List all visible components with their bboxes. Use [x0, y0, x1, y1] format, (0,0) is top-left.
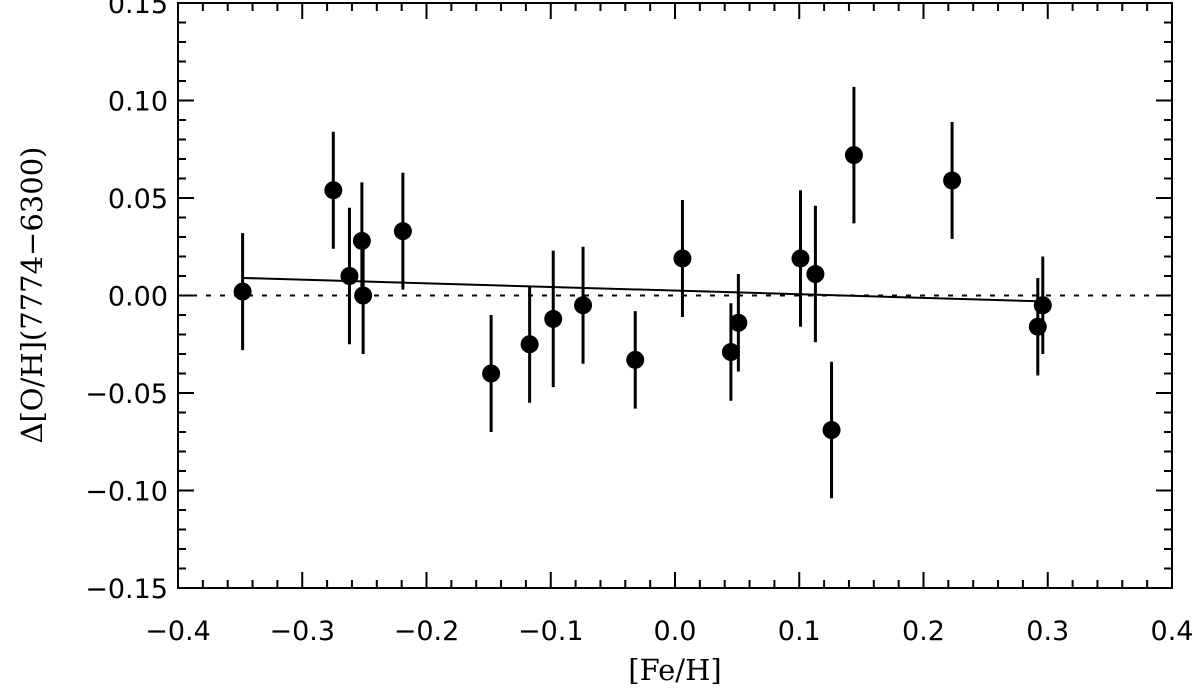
- data-point: [791, 190, 810, 327]
- data-marker: [1033, 296, 1052, 315]
- data-point: [354, 237, 373, 354]
- y-tick-label: −0.15: [85, 574, 168, 605]
- x-tick-label: 0.3: [1026, 616, 1069, 647]
- x-axis-title: [Fe/H]: [628, 653, 721, 687]
- x-tick-label: −0.4: [145, 616, 211, 647]
- y-tick-label: 0.15: [108, 0, 168, 20]
- data-marker: [673, 249, 692, 268]
- data-point: [729, 274, 748, 372]
- data-marker: [943, 171, 962, 190]
- x-tick-label: −0.1: [518, 616, 584, 647]
- data-points-layer: [233, 86, 1052, 499]
- y-tick-label: −0.10: [85, 477, 168, 508]
- fit-line-layer: [242, 276, 1043, 303]
- data-point: [844, 86, 863, 224]
- y-tick-label: 0.05: [108, 184, 168, 215]
- data-point: [1033, 256, 1052, 354]
- data-marker: [340, 267, 359, 285]
- data-point: [233, 233, 252, 351]
- y-tick-label: 0.10: [108, 87, 168, 118]
- data-point: [943, 121, 962, 239]
- axis-ticks: [177, 2, 1173, 589]
- x-tick-label: 0.4: [1151, 616, 1194, 647]
- data-point: [626, 311, 645, 409]
- data-point: [340, 207, 359, 345]
- data-point: [324, 131, 343, 249]
- data-marker: [806, 265, 825, 284]
- data-marker: [354, 286, 373, 305]
- y-axis-title: Δ[O/H](7774−6300): [15, 147, 49, 444]
- data-point: [574, 246, 593, 364]
- data-marker: [626, 350, 645, 369]
- data-marker: [729, 313, 748, 332]
- data-point: [806, 205, 825, 343]
- fit-line: [242, 276, 1043, 303]
- data-marker: [324, 181, 343, 200]
- y-tick-label: 0.00: [108, 282, 168, 313]
- data-marker: [482, 364, 501, 383]
- data-marker: [844, 146, 863, 165]
- data-point: [393, 172, 412, 290]
- x-tick-label: 0.1: [778, 616, 821, 647]
- data-point: [544, 250, 563, 388]
- x-tick-label: 0.2: [902, 616, 945, 647]
- data-point: [673, 199, 692, 317]
- x-tick-label: −0.3: [269, 616, 335, 647]
- data-marker: [822, 421, 841, 440]
- y-tick-labels: −0.15 −0.10 −0.05 0.00 0.05 0.10 0.15: [85, 0, 168, 605]
- data-marker: [393, 222, 412, 241]
- data-marker: [791, 249, 810, 268]
- data-marker: [544, 309, 563, 328]
- data-point: [822, 361, 841, 499]
- data-marker: [721, 343, 740, 362]
- x-tick-label: 0.0: [654, 616, 697, 647]
- data-point: [482, 315, 501, 432]
- y-tick-label: −0.05: [85, 379, 168, 410]
- data-point: [520, 285, 539, 403]
- data-marker: [233, 282, 252, 301]
- data-marker: [574, 296, 593, 315]
- x-tick-labels: −0.4 −0.3 −0.2 −0.1 0.0 0.1 0.2 0.3 0.4: [145, 616, 1193, 647]
- x-tick-label: −0.2: [394, 616, 460, 647]
- data-marker: [520, 335, 539, 354]
